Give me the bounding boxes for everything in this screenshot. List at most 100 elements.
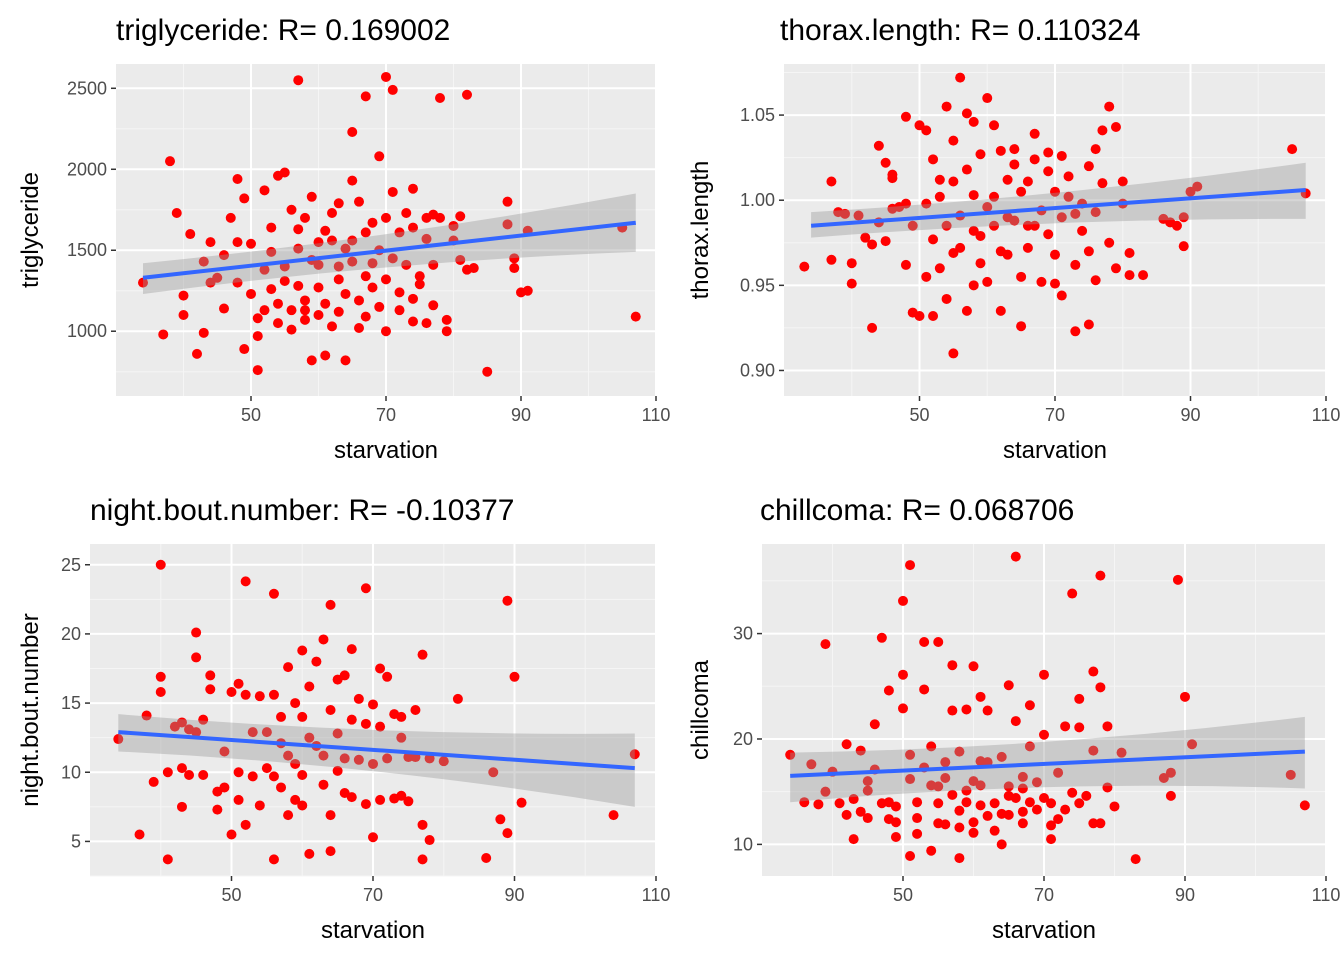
chart-title: triglyceride: R= 0.169002	[116, 14, 450, 47]
data-point	[975, 230, 986, 241]
data-point	[940, 772, 951, 783]
data-point	[138, 277, 148, 288]
data-point	[839, 208, 850, 219]
data-point	[975, 258, 986, 269]
data-point	[968, 827, 979, 838]
data-point	[306, 355, 317, 366]
data-point	[428, 300, 439, 311]
data-point	[1017, 783, 1028, 794]
data-point	[286, 324, 297, 335]
data-point	[279, 167, 290, 178]
data-point	[346, 644, 357, 655]
data-point	[198, 327, 209, 338]
data-point	[219, 303, 229, 314]
data-point	[955, 242, 966, 253]
data-point	[387, 84, 398, 95]
data-point	[1097, 125, 1108, 136]
data-point	[293, 75, 304, 86]
data-point	[898, 595, 908, 606]
data-point	[283, 810, 294, 821]
data-point	[408, 183, 418, 194]
data-point	[178, 310, 189, 321]
data-point	[862, 785, 873, 796]
data-point	[198, 256, 209, 267]
tick-label-x: 90	[504, 885, 524, 905]
data-point	[382, 671, 393, 682]
data-point	[1067, 588, 1078, 599]
data-point	[900, 259, 911, 270]
data-point	[961, 305, 972, 316]
data-point	[890, 817, 901, 828]
data-point	[1046, 834, 1057, 845]
data-point	[941, 220, 952, 231]
tick-label-x: 50	[909, 405, 929, 425]
data-point	[1050, 278, 1060, 289]
data-point	[947, 660, 958, 671]
regression-line	[790, 749, 1305, 778]
data-point	[304, 732, 315, 743]
data-point	[232, 237, 243, 248]
data-point	[297, 800, 308, 811]
data-point	[421, 233, 432, 244]
data-point	[940, 757, 951, 768]
data-point	[1081, 790, 1092, 801]
data-point	[414, 279, 425, 290]
data-point	[191, 652, 202, 663]
data-point	[293, 243, 304, 254]
data-point	[629, 749, 640, 760]
data-point	[158, 329, 169, 340]
data-point	[268, 588, 279, 599]
data-point	[1029, 154, 1040, 165]
data-point	[311, 656, 322, 667]
data-point	[1010, 716, 1021, 727]
data-point	[396, 790, 407, 801]
data-point	[905, 560, 916, 571]
data-point	[448, 220, 459, 231]
data-point	[1074, 693, 1085, 704]
data-point	[1116, 747, 1127, 758]
tick-label-y: 30	[733, 624, 753, 644]
data-point	[996, 839, 1007, 850]
data-point	[1003, 809, 1014, 820]
data-point	[1053, 767, 1064, 778]
data-point	[1022, 242, 1033, 253]
data-point	[961, 108, 972, 119]
data-point	[408, 293, 418, 304]
data-point	[1102, 782, 1113, 793]
data-point	[381, 274, 391, 285]
data-point	[290, 794, 301, 805]
data-point	[452, 693, 463, 704]
data-point	[841, 809, 852, 820]
tick-label-y: 20	[61, 624, 81, 644]
data-point	[368, 832, 378, 843]
data-point	[890, 801, 901, 812]
tick-label-y: 1000	[67, 321, 107, 341]
data-point	[233, 767, 244, 778]
data-point	[1029, 220, 1040, 231]
data-point	[1056, 150, 1067, 161]
data-point	[1158, 772, 1169, 783]
data-point	[880, 157, 891, 168]
tick-label-x: 90	[1180, 405, 1200, 425]
data-point	[1039, 793, 1049, 804]
tick-label-x: 50	[893, 885, 913, 905]
data-point	[353, 693, 364, 704]
data-point	[318, 779, 329, 790]
data-point	[360, 311, 371, 322]
tick-label-x: 70	[376, 405, 396, 425]
data-point	[313, 310, 324, 321]
regression-line	[142, 220, 636, 280]
data-point	[347, 235, 358, 246]
data-point	[300, 305, 310, 316]
data-point	[381, 326, 391, 337]
data-point	[113, 734, 124, 745]
confidence-band	[118, 714, 635, 807]
tick-label-y: 20	[733, 729, 753, 749]
data-point	[327, 207, 337, 218]
data-point	[374, 151, 385, 162]
data-point	[240, 576, 251, 587]
data-point	[933, 781, 944, 792]
data-point	[912, 828, 923, 839]
data-point	[191, 627, 202, 638]
